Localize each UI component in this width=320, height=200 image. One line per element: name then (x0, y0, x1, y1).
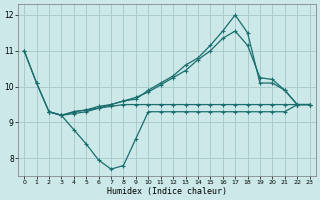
X-axis label: Humidex (Indice chaleur): Humidex (Indice chaleur) (107, 187, 227, 196)
